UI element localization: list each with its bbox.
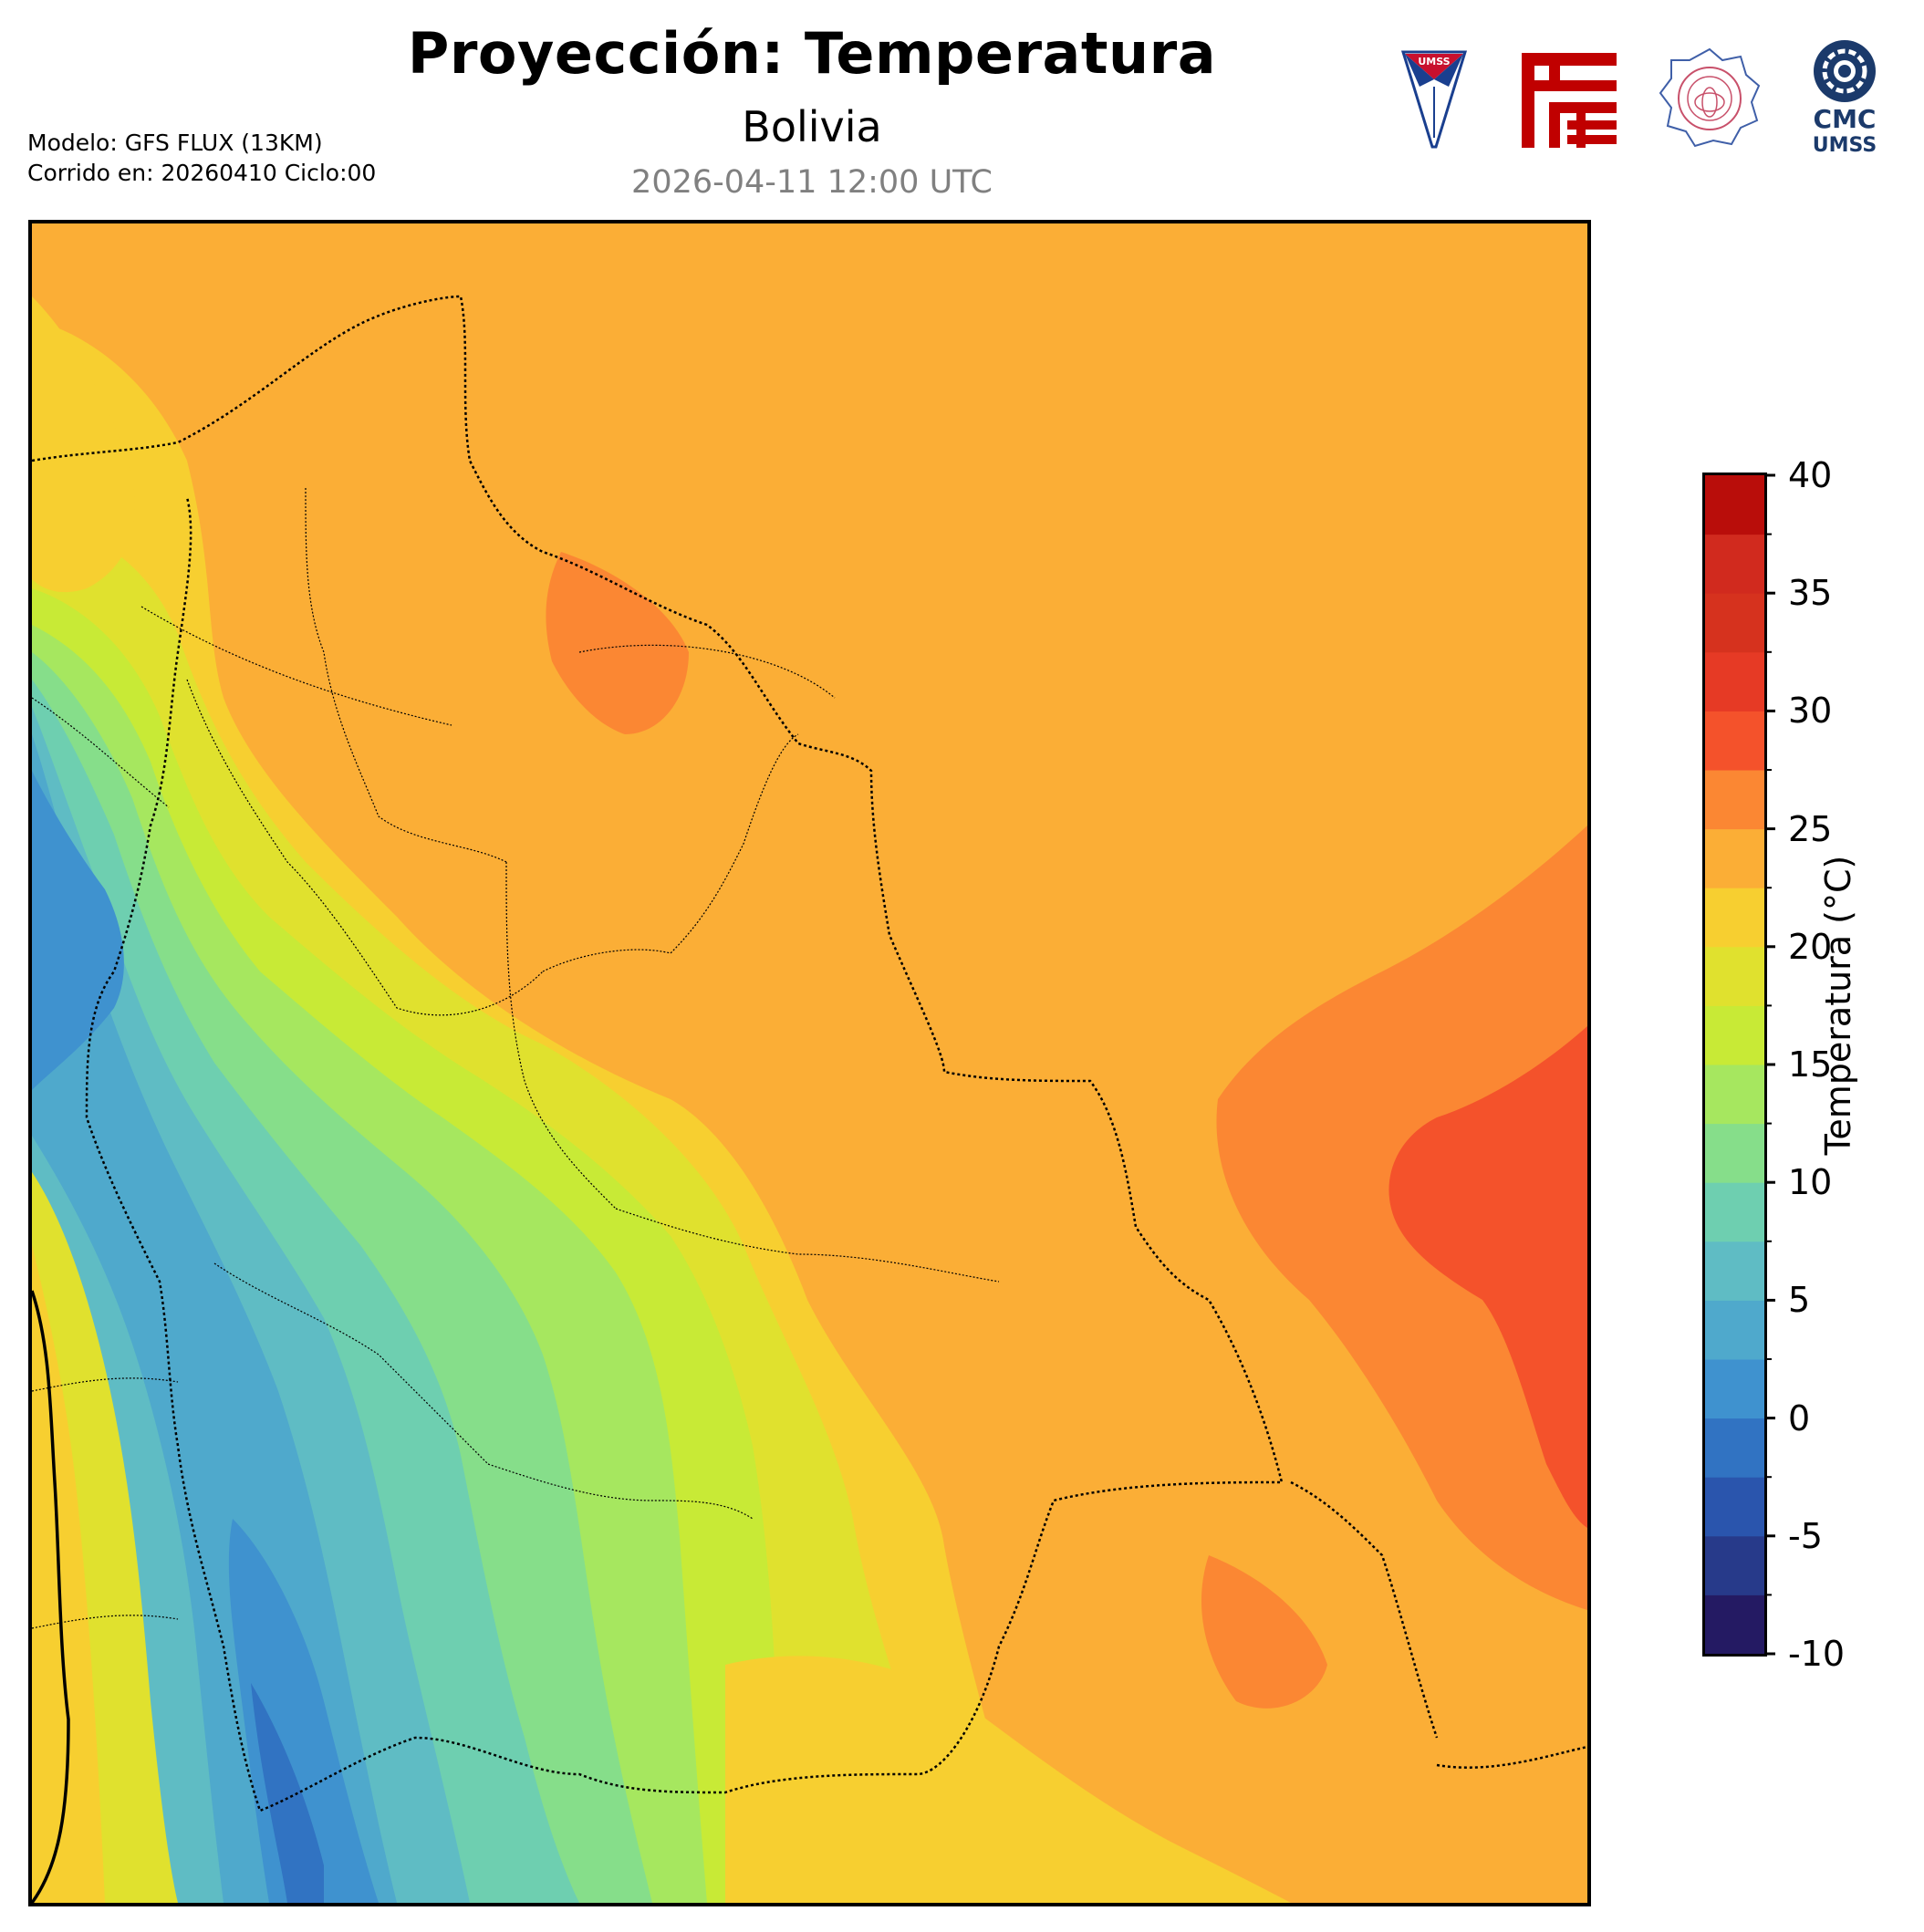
colorbar-swatch <box>1705 1359 1765 1419</box>
temperature-map <box>28 220 1591 1906</box>
colorbar-swatch <box>1705 1065 1765 1125</box>
northwest-patch <box>32 296 135 593</box>
colorbar-swatch <box>1705 593 1765 653</box>
colorbar-tick-label: 5 <box>1788 1280 1811 1321</box>
cold-pocket-north <box>32 771 124 1090</box>
page-subtitle: Bolivia <box>742 102 882 151</box>
model-info: Modelo: GFS FLUX (13KM) Corrido en: 2026… <box>27 128 376 188</box>
colorbar-tick-label: 10 <box>1788 1162 1833 1203</box>
southern-warm-band <box>725 1656 1291 1903</box>
colorbar-swatch <box>1705 1182 1765 1242</box>
colorbar-swatch <box>1705 1123 1765 1183</box>
model-line: Modelo: GFS FLUX (13KM) <box>27 130 323 156</box>
valid-time: 2026-04-11 12:00 UTC <box>631 164 993 201</box>
colorbar-swatch <box>1705 1300 1765 1360</box>
coastline <box>32 1290 70 1903</box>
umss-logo-text: UMSS <box>1813 134 1877 157</box>
temperature-field <box>32 223 1587 1903</box>
colorbar-swatch <box>1705 770 1765 830</box>
colorbar-tick-label: 0 <box>1788 1397 1811 1439</box>
chaco-hot-zone <box>1388 1026 1587 1528</box>
colorbar-swatch <box>1705 1005 1765 1065</box>
cmc-logo-text: CMC <box>1814 104 1877 134</box>
colorbar <box>1702 473 1775 1657</box>
colorbar-tick-label: 25 <box>1788 808 1833 849</box>
colorbar-swatch <box>1705 946 1765 1006</box>
colorbar-swatch <box>1705 1594 1765 1655</box>
page-title: Proyección: Temperatura <box>407 20 1217 87</box>
colorbar-swatch <box>1705 711 1765 771</box>
umss-shield-text: UMSS <box>1418 56 1450 68</box>
colorbar-swatch <box>1705 534 1765 594</box>
coldest-pocket <box>251 1683 324 1903</box>
colorbar-swatch <box>1705 888 1765 948</box>
colorbar-swatches <box>1705 475 1765 1655</box>
run-line: Corrido en: 20260410 Ciclo:00 <box>27 160 377 186</box>
logo-strip: UMSS CMC UMSS <box>1387 36 1898 164</box>
colorbar-swatch <box>1705 475 1765 535</box>
red-geometric-logo <box>1522 53 1617 148</box>
departamento-fisica-seal <box>1659 47 1761 148</box>
bolivia-border <box>32 295 1587 1813</box>
colorbar-label: Temperatura (°C) <box>1818 855 1858 1156</box>
colorbar-swatch <box>1705 1535 1765 1595</box>
altiplano-cool <box>32 734 397 1903</box>
colorbar-swatch <box>1705 1477 1765 1537</box>
colorbar-tick-label: 15 <box>1788 1044 1833 1085</box>
colorbar-swatch <box>1705 1418 1765 1478</box>
colorbar-tick-label: 20 <box>1788 926 1833 967</box>
colorbar-swatch <box>1705 651 1765 712</box>
cold-pocket-south <box>228 1519 379 1903</box>
umss-shield-logo: UMSS <box>1401 50 1467 149</box>
pando-warm-patch <box>546 552 689 734</box>
colorbar-tick-label: 35 <box>1788 573 1833 614</box>
colorbar-tick-label: 40 <box>1788 455 1833 495</box>
colorbar-ticks <box>1765 473 1775 1656</box>
colorbar-tick-label: -10 <box>1788 1634 1846 1674</box>
colorbar-swatch <box>1705 828 1765 888</box>
colorbar-tick-label: -5 <box>1788 1515 1823 1556</box>
colorbar-tick-label: 30 <box>1788 691 1833 732</box>
department-borders <box>32 487 1000 1629</box>
colorbar-swatch <box>1705 1241 1765 1301</box>
southeast-warm-patch <box>1201 1555 1327 1709</box>
cmc-umss-logo: CMC UMSS <box>1813 40 1877 157</box>
